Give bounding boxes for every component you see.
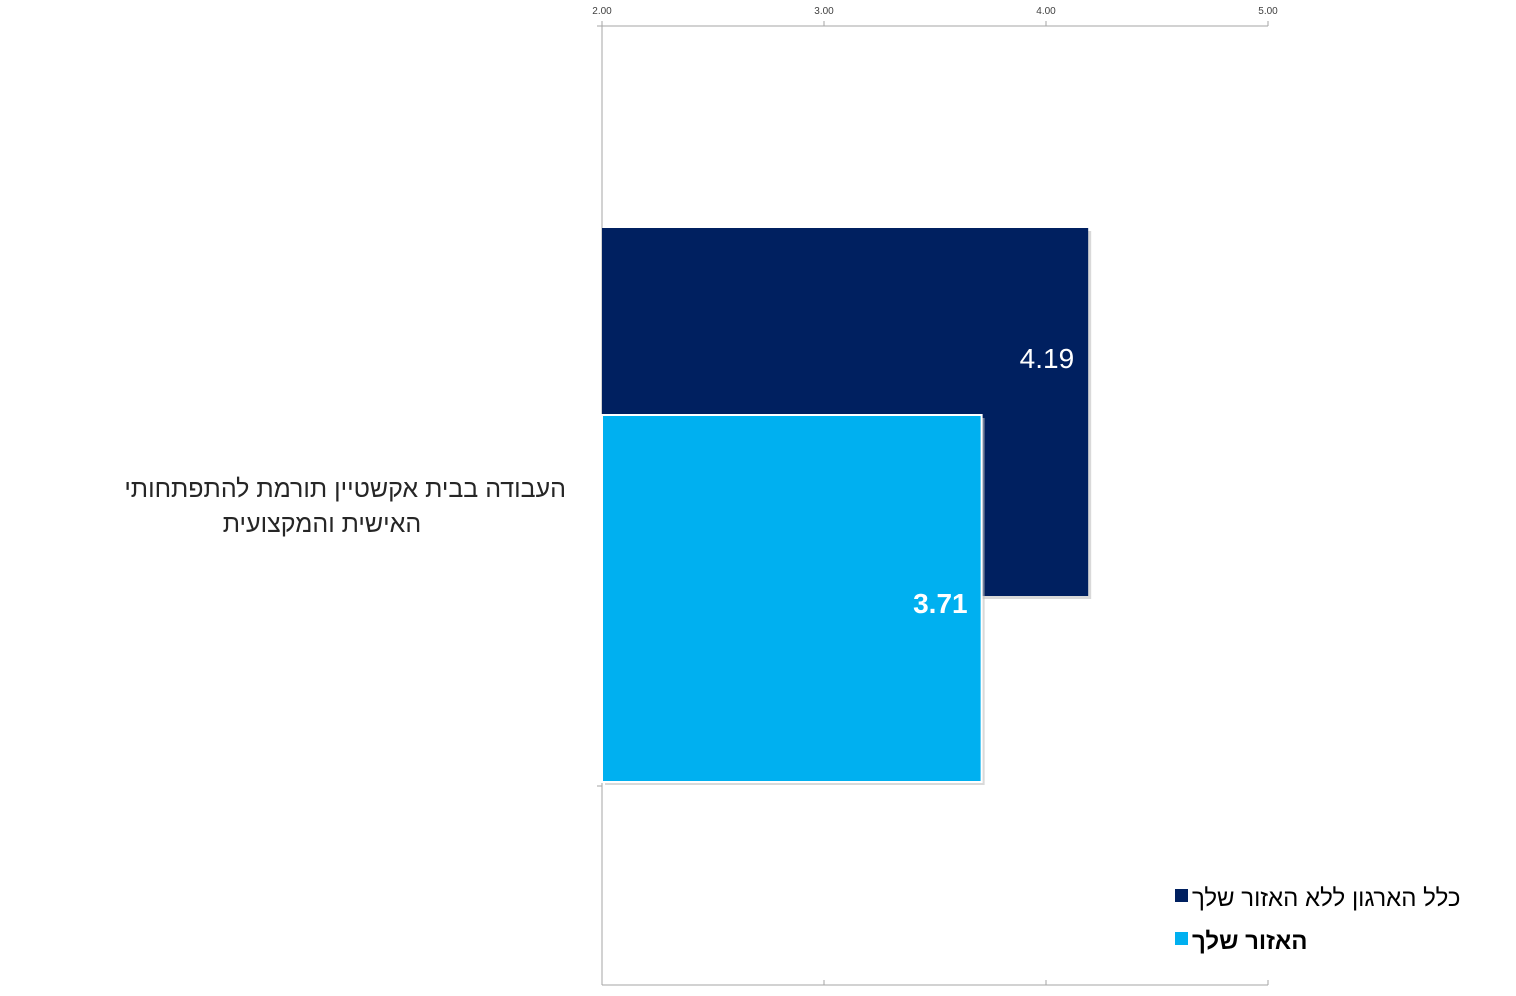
legend-label-1: האזור שלך <box>1192 928 1308 955</box>
legend-swatch-0 <box>1175 889 1188 902</box>
x-tick-label: 2.00 <box>592 6 612 17</box>
bar-value-label: 4.19 <box>1020 343 1075 374</box>
x-tick-label: 4.00 <box>1036 6 1056 17</box>
category-label-line-1: העבודה בבית אקשטיין תורמת להתפתחותי <box>124 475 566 503</box>
x-tick-label: 3.00 <box>814 6 834 17</box>
category-label-line-2: האישית והמקצועית <box>223 510 421 538</box>
bars <box>601 228 1092 785</box>
legend-label-0: כלל הארגון ללא האזור שלך <box>1192 885 1460 912</box>
x-tick-label: 5.00 <box>1258 6 1278 17</box>
data-labels: 4.19 3.71 <box>913 343 1074 619</box>
bar-value-label: 3.71 <box>913 588 968 619</box>
category-labels: העבודה בבית אקשטיין תורמת להתפתחותי האישי… <box>124 475 566 538</box>
legend: כלל הארגון ללא האזור שלך האזור שלך <box>1175 885 1460 955</box>
bar-your-region <box>601 414 983 783</box>
legend-swatch-1 <box>1175 932 1188 945</box>
